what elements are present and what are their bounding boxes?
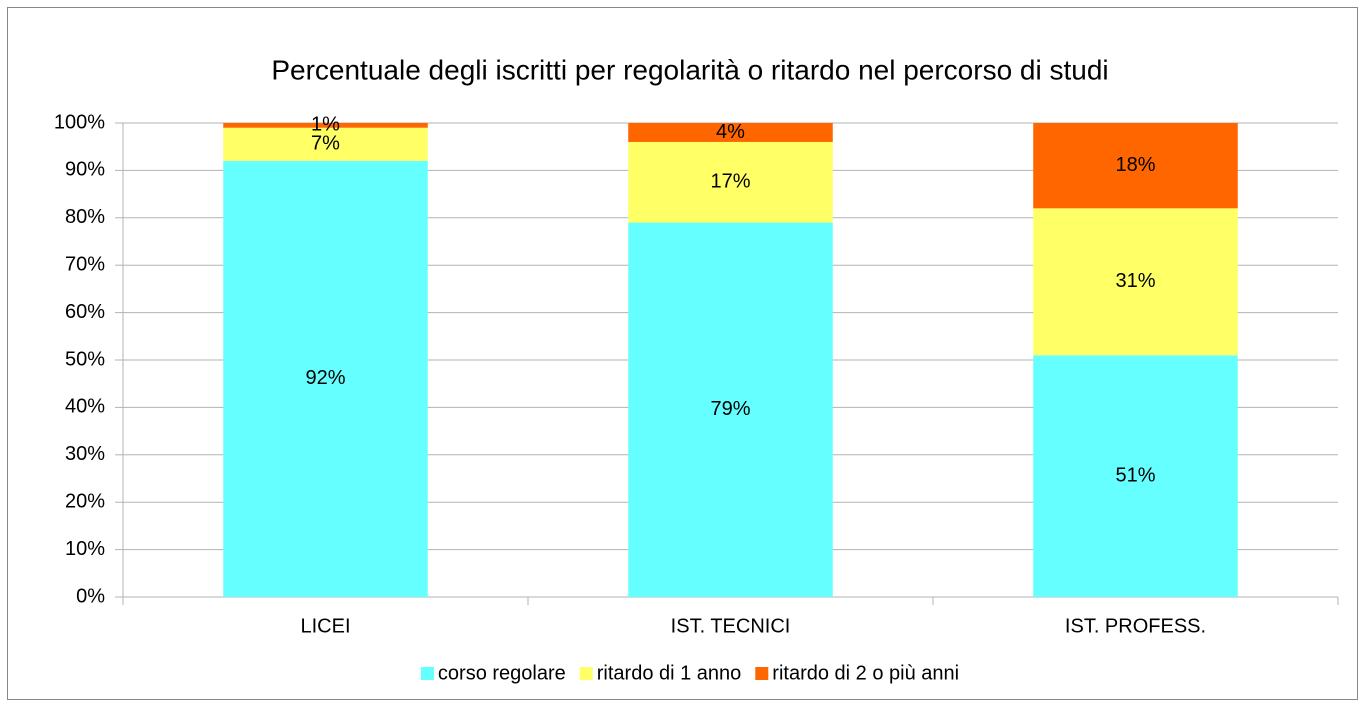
y-tick-label: 10% [65,538,105,560]
data-label: 17% [710,171,750,193]
y-tick-label: 40% [65,396,105,418]
legend-swatch [755,667,769,680]
legend-swatch [579,667,593,680]
legend-swatch [420,667,434,680]
y-tick-label: 70% [65,253,105,275]
y-tick-label: 60% [65,301,105,323]
data-label: 31% [1115,270,1155,292]
bar-segment [1033,355,1238,597]
legend-label: ritardo di 1 anno [597,662,742,684]
data-label: 4% [716,121,745,143]
data-label: 7% [311,133,340,155]
y-tick-label: 80% [65,206,105,228]
bar-segment [223,127,428,161]
data-label: 92% [305,367,345,389]
chart-title: Percentuale degli iscritti per regolarit… [271,54,1108,85]
y-tick-label: 90% [65,159,105,181]
legend-label: ritardo di 2 o più anni [772,662,959,684]
bar-segment [628,123,833,142]
legend: corso regolare ritardo di 1 anno ritardo d… [420,662,959,684]
data-label: 1% [311,114,340,136]
data-label: 51% [1115,464,1155,486]
x-tick-label: LICEI [300,615,350,637]
bar-segment [1033,123,1238,209]
y-tick-label: 100% [54,111,105,133]
bar-segment [1033,208,1238,356]
x-tick-label: IST. TECNICI [671,615,791,637]
y-tick-label: 30% [65,443,105,465]
data-label: 18% [1115,154,1155,176]
y-tick-label: 0% [76,585,105,607]
y-tick-label: 50% [65,348,105,370]
y-tick-label: 20% [65,490,105,512]
data-label: 79% [710,398,750,420]
bar-segment [628,222,833,598]
legend-label: corso regolare [438,662,566,684]
bar-segment [223,160,428,598]
bar-segment [628,141,833,223]
bar-segment [223,123,428,128]
x-tick-label: IST. PROFESS. [1065,615,1206,637]
